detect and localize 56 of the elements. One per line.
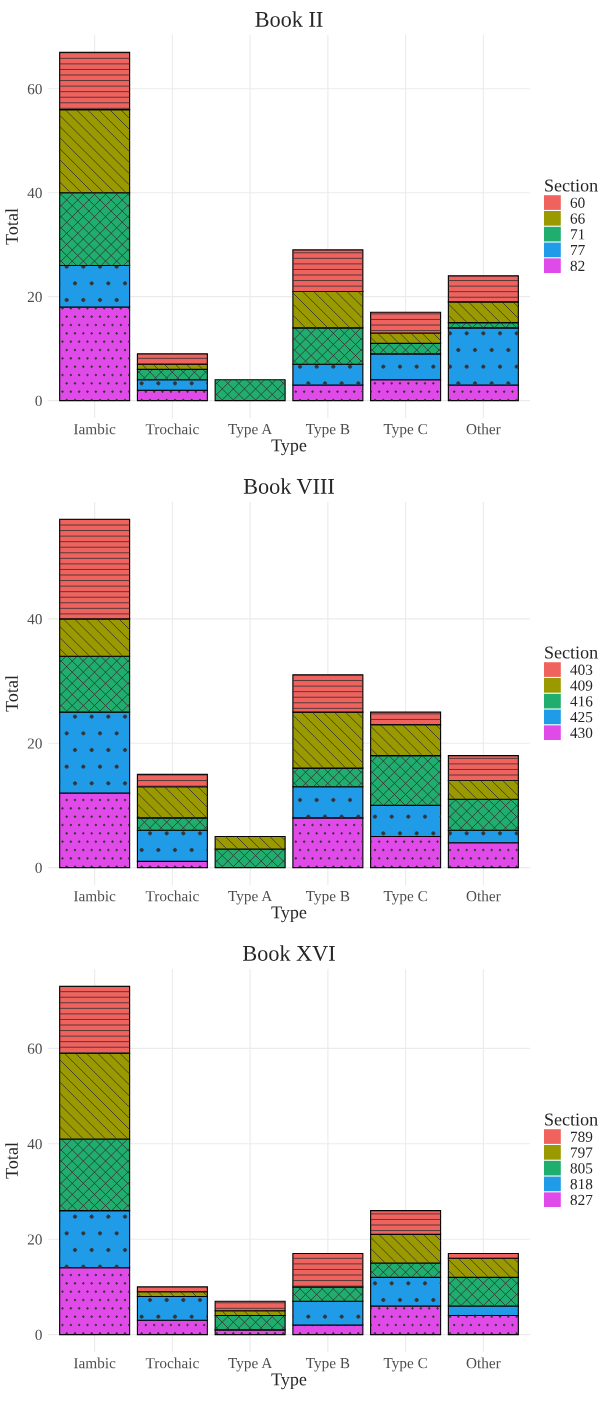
x-tick-label: Type A <box>228 891 273 905</box>
x-tick-label: Other <box>466 890 501 902</box>
legend-label: 818 <box>570 1178 593 1190</box>
x-tick-label: Other <box>466 423 501 435</box>
y-tick-label: 0 <box>35 1329 42 1341</box>
legend-title: Section <box>545 179 598 192</box>
y-axis-title: Total <box>5 208 18 245</box>
x-tick-label: Trochaic <box>145 890 199 902</box>
chart-title: Book XVI <box>243 945 335 961</box>
x-axis-title: Type <box>271 906 307 923</box>
x-tick-label: Iambic <box>73 423 116 435</box>
legend-title: Section <box>545 646 598 659</box>
chart-title: Book II <box>255 11 323 27</box>
x-tick-label: Trochaic <box>145 1357 199 1369</box>
x-tick-label: Type A <box>228 1358 273 1372</box>
legend-label: 416 <box>570 696 593 707</box>
y-tick-label: 0 <box>35 862 42 874</box>
x-tick-label: Type B <box>305 891 350 905</box>
y-tick-label: 40 <box>27 614 42 625</box>
x-tick-label: Type C <box>383 891 427 905</box>
legend-label: 77 <box>570 245 585 256</box>
x-axis-title: Type <box>271 1373 307 1390</box>
legend-label: 805 <box>570 1163 593 1174</box>
x-tick-label: Iambic <box>73 890 116 902</box>
y-axis-title: Total <box>5 675 18 712</box>
x-tick-label: Type B <box>305 1358 350 1372</box>
legend-label: 425 <box>570 711 593 723</box>
x-tick-label: Type B <box>305 424 350 438</box>
legend-label: 403 <box>570 664 593 675</box>
y-tick-label: 40 <box>27 187 42 199</box>
legend-label: 827 <box>570 1194 593 1206</box>
y-tick-label: 60 <box>27 83 42 95</box>
x-tick-label: Type C <box>383 424 427 438</box>
y-tick-label: 40 <box>27 1138 42 1150</box>
x-tick-label: Trochaic <box>145 423 199 435</box>
legend-label: 82 <box>570 260 585 272</box>
legend-label: 71 <box>570 229 585 240</box>
legend-label: 66 <box>570 213 585 224</box>
x-tick-label: Type A <box>228 424 273 438</box>
x-tick-label: Iambic <box>73 1357 116 1369</box>
legend-label: 60 <box>570 197 585 208</box>
chart-title: Book VIII <box>243 478 334 494</box>
y-tick-label: 20 <box>27 291 42 303</box>
y-tick-label: 0 <box>35 395 42 407</box>
x-tick-label: Type C <box>383 1358 427 1372</box>
y-tick-label: 20 <box>27 1234 42 1245</box>
legend-label: 430 <box>570 727 593 739</box>
x-axis-title: Type <box>271 439 307 456</box>
y-axis-title: Total <box>5 1142 18 1179</box>
legend-label: 789 <box>570 1131 593 1142</box>
y-tick-label: 20 <box>27 738 42 749</box>
legend-label: 797 <box>570 1147 593 1158</box>
legend-label: 409 <box>570 680 593 691</box>
legend-title: Section <box>545 1113 598 1126</box>
x-tick-label: Other <box>466 1357 501 1369</box>
y-tick-label: 60 <box>27 1043 42 1054</box>
